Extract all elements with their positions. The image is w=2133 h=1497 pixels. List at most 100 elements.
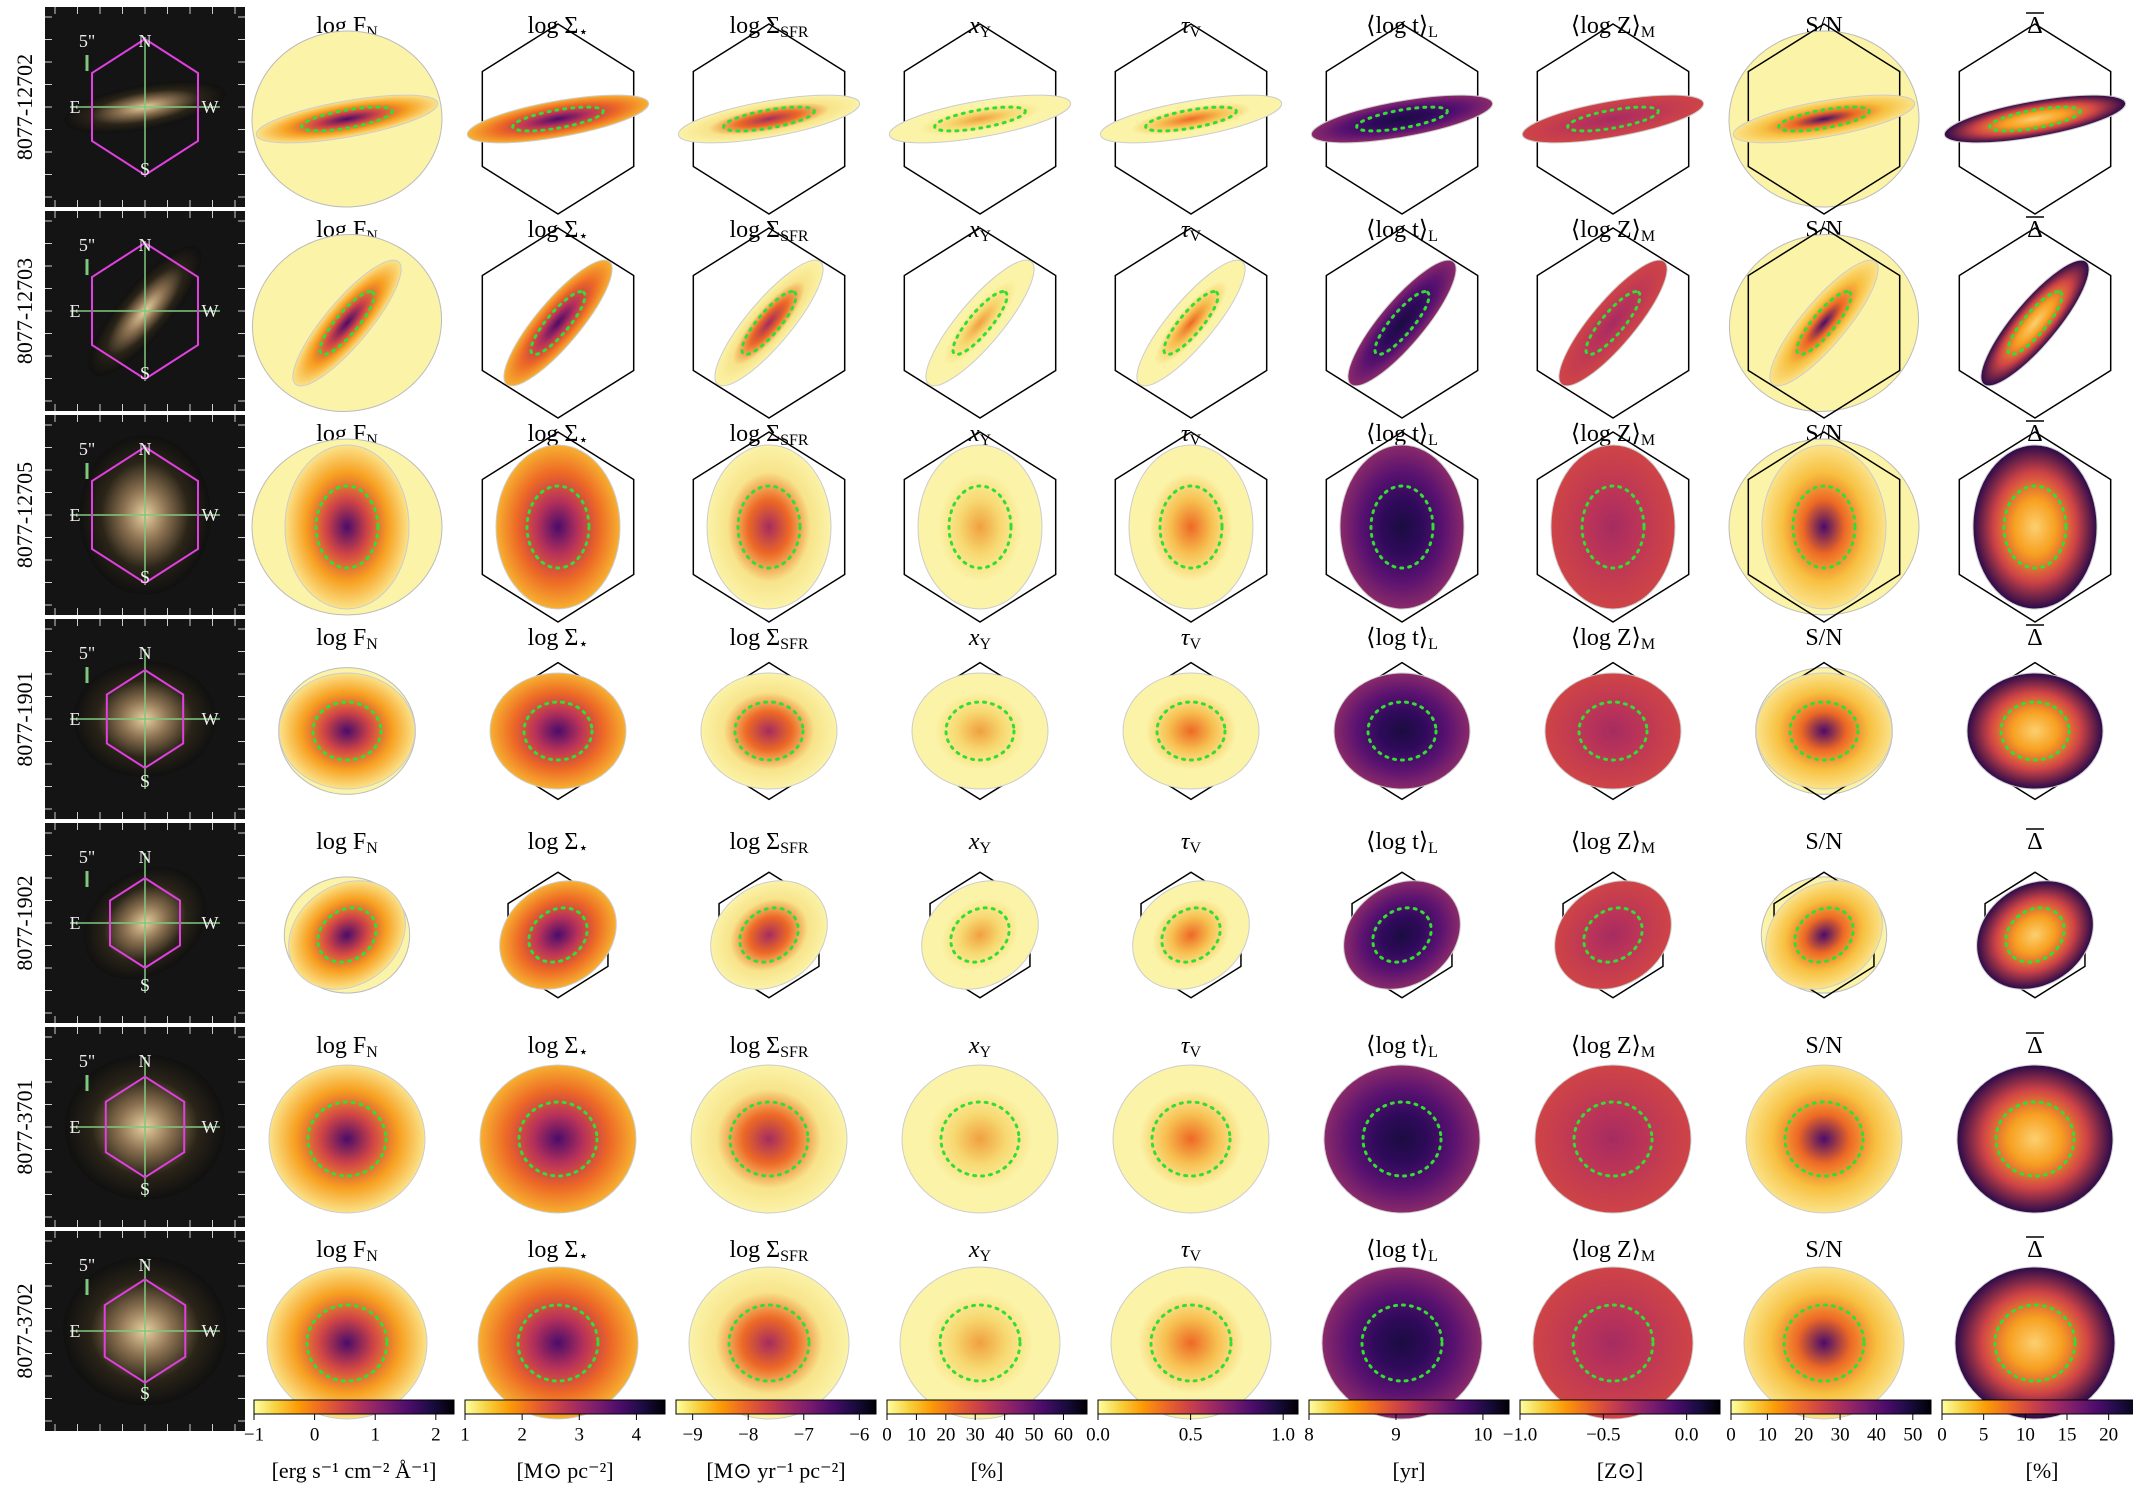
compass-w: W [202, 97, 219, 117]
panel-title: S/N [1805, 625, 1842, 651]
panel-title: log Σ⋆ [528, 829, 589, 857]
panel-title: S/N [1805, 1033, 1842, 1059]
map-blob [1333, 672, 1471, 790]
panel-title: S/N [1805, 1237, 1842, 1263]
panel-title: log ΣSFR [729, 829, 808, 857]
panel-title: xY [968, 1033, 992, 1061]
fov-outline [481, 23, 635, 215]
map-blob [899, 1266, 1061, 1420]
inner-ellipse [2002, 484, 2068, 570]
inner-ellipse [1993, 1303, 2077, 1383]
map-blob [1532, 1266, 1694, 1420]
colorbar-unit: [erg s⁻¹ cm⁻² Å⁻¹] [272, 1458, 437, 1483]
map-blob [1761, 444, 1887, 610]
map-blob [1521, 94, 1705, 144]
panel-title: xY [968, 421, 992, 449]
inner-ellipse [1791, 484, 1857, 570]
map-blob [477, 1266, 639, 1420]
panel-title: log FN [316, 625, 378, 653]
colorbar [1097, 1399, 1299, 1415]
panel-title: ⟨log t⟩L [1366, 421, 1438, 449]
compass-e: E [70, 1321, 81, 1341]
panel-title: τV [1181, 1237, 1202, 1265]
inner-ellipse [517, 1100, 599, 1178]
inner-ellipse [722, 105, 816, 133]
inner-ellipse [1366, 700, 1438, 762]
inner-ellipse [1584, 290, 1642, 356]
fov-outline [1114, 23, 1268, 215]
inner-ellipse [939, 1100, 1021, 1178]
map-blob [1136, 259, 1246, 387]
inner-ellipse [1795, 290, 1853, 356]
compass-n: N [139, 847, 152, 867]
map-blob [503, 259, 613, 387]
panel-title: log ΣSFR [729, 1033, 808, 1061]
inner-ellipse [1361, 1100, 1443, 1178]
map-blob [690, 1064, 848, 1214]
panel-title: τV [1181, 13, 1202, 41]
colorbar-tick-label: 20 [2099, 1424, 2118, 1445]
panel-title: ⟨log Z⟩M [1571, 829, 1655, 857]
panel-title: log FN [316, 1237, 378, 1265]
map-blob [1122, 672, 1260, 790]
map-blob [1972, 444, 2098, 610]
colorbar-tick-label: 50 [1903, 1424, 1922, 1445]
fov-hexagon [105, 668, 185, 770]
map-blob [1743, 1266, 1905, 1420]
inner-ellipse [727, 1303, 811, 1383]
panel-title: log Σ⋆ [528, 625, 589, 653]
panel-title: ⟨log t⟩L [1366, 1237, 1438, 1265]
fov-outline [481, 431, 635, 623]
colorbar-tick-label: 4 [632, 1424, 642, 1445]
inner-ellipse [1999, 700, 2071, 762]
map-blob [1558, 259, 1668, 387]
inner-ellipse [1162, 290, 1220, 356]
panel-title: ⟨log t⟩L [1366, 1033, 1438, 1061]
map-blob [1956, 1064, 2114, 1214]
panel-title: ⟨log t⟩L [1366, 217, 1438, 245]
inner-ellipse [1793, 906, 1855, 964]
colorbar [1308, 1399, 1510, 1415]
fov-outline [1536, 23, 1690, 215]
colorbar-tick-label: 30 [966, 1424, 985, 1445]
inner-ellipse [1371, 906, 1433, 964]
inner-ellipse [1144, 105, 1238, 133]
compass-s: S [140, 1383, 150, 1403]
inner-ellipse [527, 906, 589, 964]
panel-title: τV [1181, 1033, 1202, 1061]
colorbar-tick-label: 50 [1025, 1424, 1044, 1445]
inner-ellipse [1566, 105, 1660, 133]
row-label: 8077-3702 [12, 1283, 37, 1378]
map-blob [466, 94, 650, 144]
panel-title: ⟨log Z⟩M [1571, 13, 1655, 41]
map-blob [1980, 259, 2090, 387]
fov-outline [481, 227, 635, 419]
inner-ellipse [525, 484, 591, 570]
map-blob [1769, 259, 1879, 387]
inner-ellipse [1577, 700, 1649, 762]
compass-n: N [139, 439, 152, 459]
panel-title: τV [1181, 625, 1202, 653]
panel-title: τV [1181, 421, 1202, 449]
compass-s: S [140, 975, 150, 995]
compass-s: S [140, 567, 150, 587]
fov-outline [1747, 431, 1901, 623]
colorbar-tick-label: −8 [738, 1424, 758, 1445]
scale-label: 5" [79, 643, 95, 663]
colorbar [464, 1399, 666, 1415]
panel-title: Δ [2027, 829, 2042, 855]
fov-outline [1325, 431, 1479, 623]
inner-ellipse [1155, 700, 1227, 762]
fov-outline [1747, 227, 1901, 419]
fov-outline [692, 431, 846, 623]
inner-ellipse [511, 105, 605, 133]
inner-ellipse [314, 484, 380, 570]
map-blob [1765, 880, 1883, 990]
inner-ellipse [1571, 1303, 1655, 1383]
map-blob [1554, 880, 1672, 990]
inner-ellipse [1783, 1100, 1865, 1178]
colorbar-unit: [Z⊙] [1597, 1458, 1644, 1483]
panel-title: log Σ⋆ [528, 1237, 589, 1265]
inner-ellipse [951, 290, 1009, 356]
map-blob [266, 1266, 428, 1420]
